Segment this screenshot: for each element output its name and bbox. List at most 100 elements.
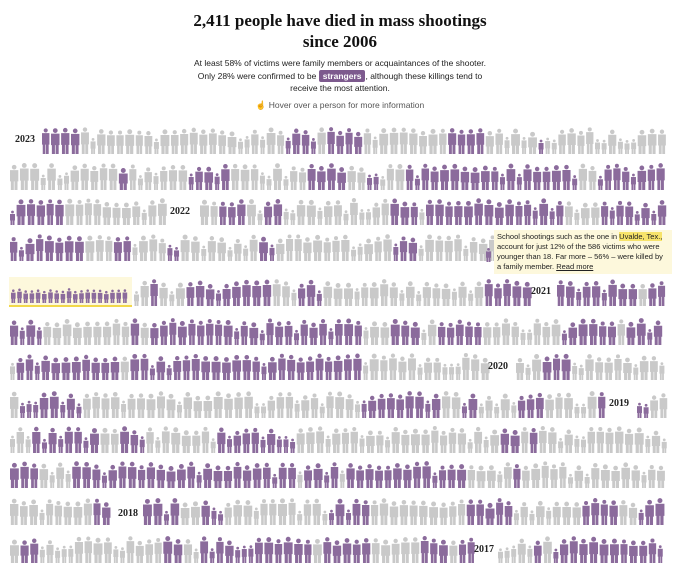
- person[interactable]: [557, 280, 565, 306]
- person[interactable]: [73, 501, 83, 525]
- person[interactable]: [235, 546, 241, 563]
- person[interactable]: [529, 510, 535, 525]
- person[interactable]: [319, 403, 325, 418]
- person[interactable]: [189, 127, 198, 154]
- person[interactable]: [460, 166, 470, 190]
- person[interactable]: [579, 538, 588, 563]
- person[interactable]: [135, 540, 144, 563]
- person[interactable]: [342, 538, 352, 563]
- person[interactable]: [72, 461, 81, 488]
- person[interactable]: [565, 201, 573, 225]
- person[interactable]: [240, 164, 250, 190]
- person[interactable]: [341, 234, 350, 261]
- person[interactable]: [61, 127, 70, 154]
- person[interactable]: [511, 321, 519, 345]
- person[interactable]: [361, 400, 367, 418]
- person[interactable]: [335, 498, 345, 525]
- person[interactable]: [223, 465, 233, 488]
- person[interactable]: [345, 509, 351, 525]
- person[interactable]: [582, 281, 591, 306]
- person[interactable]: [365, 464, 374, 488]
- person[interactable]: [332, 540, 342, 563]
- person[interactable]: [637, 402, 642, 418]
- person[interactable]: [253, 507, 259, 525]
- person[interactable]: [604, 357, 613, 380]
- person[interactable]: [403, 464, 412, 488]
- person[interactable]: [139, 436, 145, 453]
- person[interactable]: [52, 322, 62, 345]
- person[interactable]: [601, 139, 607, 154]
- person[interactable]: [316, 290, 322, 306]
- person[interactable]: [120, 426, 129, 453]
- person[interactable]: [290, 166, 298, 190]
- person[interactable]: [92, 464, 101, 488]
- person[interactable]: [425, 199, 434, 225]
- person[interactable]: [90, 137, 96, 154]
- person[interactable]: [569, 536, 578, 563]
- person[interactable]: [517, 395, 526, 418]
- person[interactable]: [62, 319, 72, 345]
- person[interactable]: [307, 163, 316, 190]
- person[interactable]: [10, 210, 15, 225]
- person[interactable]: [420, 536, 429, 563]
- person[interactable]: [409, 500, 418, 525]
- person[interactable]: [301, 395, 310, 418]
- person[interactable]: [166, 364, 172, 380]
- person[interactable]: [232, 354, 242, 380]
- person[interactable]: [116, 130, 124, 154]
- person[interactable]: [71, 356, 81, 380]
- person[interactable]: [542, 321, 551, 345]
- person[interactable]: [74, 427, 82, 453]
- person[interactable]: [601, 289, 607, 306]
- person[interactable]: [227, 246, 233, 261]
- person[interactable]: [155, 436, 161, 453]
- person[interactable]: [432, 472, 438, 488]
- person[interactable]: [213, 465, 223, 488]
- person[interactable]: [55, 199, 64, 225]
- person[interactable]: [538, 139, 544, 154]
- person[interactable]: [54, 500, 63, 525]
- person[interactable]: [418, 245, 424, 261]
- person[interactable]: [76, 403, 82, 418]
- person[interactable]: [344, 318, 354, 345]
- person[interactable]: [276, 436, 282, 453]
- person[interactable]: [607, 321, 616, 345]
- person[interactable]: [296, 428, 305, 453]
- person[interactable]: [116, 289, 121, 303]
- person[interactable]: [559, 539, 569, 563]
- person[interactable]: [372, 136, 378, 154]
- person[interactable]: [344, 354, 352, 380]
- person[interactable]: [44, 235, 54, 261]
- person[interactable]: [476, 128, 485, 154]
- person[interactable]: [354, 131, 363, 154]
- person[interactable]: [183, 539, 193, 563]
- person[interactable]: [288, 498, 296, 525]
- person[interactable]: [648, 465, 656, 488]
- person[interactable]: [645, 499, 654, 525]
- person[interactable]: [655, 498, 665, 525]
- person[interactable]: [440, 430, 448, 453]
- person[interactable]: [25, 354, 34, 380]
- person[interactable]: [294, 234, 302, 261]
- person[interactable]: [355, 400, 361, 418]
- person[interactable]: [458, 539, 467, 563]
- person[interactable]: [141, 209, 147, 225]
- person[interactable]: [160, 166, 168, 190]
- person[interactable]: [653, 320, 663, 345]
- person[interactable]: [650, 395, 659, 418]
- person[interactable]: [10, 391, 19, 418]
- person[interactable]: [102, 502, 111, 525]
- person[interactable]: [325, 356, 333, 380]
- person[interactable]: [234, 392, 243, 418]
- person[interactable]: [441, 391, 451, 418]
- person[interactable]: [39, 463, 49, 488]
- person[interactable]: [63, 501, 72, 525]
- person[interactable]: [648, 283, 657, 306]
- person[interactable]: [500, 393, 510, 418]
- person[interactable]: [143, 498, 152, 525]
- person[interactable]: [449, 363, 455, 380]
- person[interactable]: [405, 391, 414, 418]
- person[interactable]: [200, 536, 209, 563]
- person[interactable]: [149, 234, 158, 261]
- person[interactable]: [46, 540, 54, 563]
